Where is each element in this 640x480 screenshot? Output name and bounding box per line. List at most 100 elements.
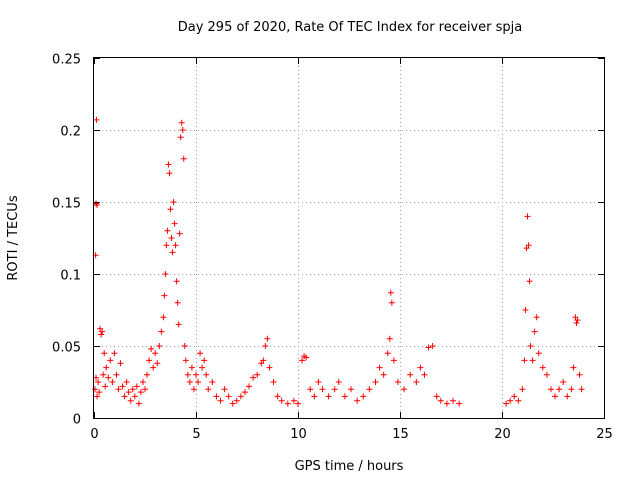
data-point bbox=[111, 350, 118, 357]
data-point bbox=[190, 386, 197, 393]
data-point bbox=[529, 357, 536, 364]
data-point bbox=[578, 386, 585, 393]
data-point bbox=[525, 242, 532, 249]
data-point bbox=[93, 374, 100, 381]
data-point bbox=[169, 249, 176, 256]
data-point bbox=[348, 386, 355, 393]
y-tick-label: 0.2 bbox=[60, 125, 81, 140]
data-point bbox=[443, 400, 450, 407]
data-point bbox=[556, 386, 563, 393]
data-point bbox=[543, 371, 550, 378]
data-point bbox=[573, 319, 580, 326]
data-point bbox=[176, 230, 183, 237]
y-tick-label: 0.15 bbox=[52, 197, 81, 212]
data-point bbox=[388, 299, 395, 306]
data-point bbox=[193, 371, 199, 378]
data-point bbox=[421, 371, 428, 378]
y-tick-label: 0.25 bbox=[52, 53, 81, 68]
data-point bbox=[180, 155, 187, 162]
data-point bbox=[533, 314, 540, 321]
data-point bbox=[290, 397, 297, 404]
data-point bbox=[173, 278, 180, 285]
data-point bbox=[117, 360, 124, 367]
data-point bbox=[560, 379, 567, 385]
data-point bbox=[121, 393, 128, 400]
data-point bbox=[129, 386, 136, 393]
data-point bbox=[307, 386, 314, 393]
data-point bbox=[109, 379, 116, 385]
data-point bbox=[270, 379, 277, 385]
y-axis-label: ROTI / TECUs bbox=[6, 195, 21, 280]
data-point bbox=[237, 393, 244, 400]
data-point bbox=[295, 400, 301, 407]
data-point bbox=[450, 397, 457, 404]
data-point bbox=[303, 354, 310, 361]
data-point bbox=[150, 364, 157, 371]
data-point bbox=[315, 379, 322, 385]
data-point bbox=[164, 227, 171, 234]
data-point bbox=[401, 386, 408, 393]
data-point bbox=[250, 374, 257, 381]
data-point bbox=[92, 386, 99, 393]
data-point bbox=[139, 379, 146, 385]
data-point bbox=[93, 200, 100, 207]
data-point bbox=[125, 389, 132, 396]
data-point bbox=[101, 350, 108, 357]
data-point bbox=[93, 116, 100, 123]
data-point bbox=[171, 220, 178, 227]
y-tick-label: 0.05 bbox=[52, 341, 81, 356]
data-point bbox=[366, 386, 373, 393]
data-point bbox=[376, 364, 383, 371]
data-point bbox=[201, 357, 208, 364]
data-point bbox=[519, 386, 526, 393]
data-point bbox=[254, 371, 261, 378]
data-point bbox=[158, 328, 165, 335]
x-tick-label: 0 bbox=[90, 427, 98, 442]
data-point bbox=[203, 371, 210, 378]
data-point bbox=[507, 397, 514, 404]
data-point bbox=[278, 397, 285, 404]
data-point bbox=[331, 386, 338, 393]
data-point bbox=[102, 383, 109, 390]
data-point bbox=[335, 379, 342, 385]
data-point bbox=[552, 393, 559, 400]
axis-ticks: 0 5 10 15 20 25 0 0.05 0.1 0.15 0.2 0.25 bbox=[52, 53, 613, 443]
data-point bbox=[98, 331, 105, 338]
data-point bbox=[127, 397, 134, 404]
data-point bbox=[154, 360, 161, 367]
data-point bbox=[407, 371, 414, 378]
data-point bbox=[221, 386, 228, 393]
data-point bbox=[233, 397, 240, 404]
data-point bbox=[264, 335, 271, 342]
data-point bbox=[521, 357, 528, 364]
data-point bbox=[146, 357, 153, 364]
data-point bbox=[213, 393, 220, 400]
data-point bbox=[166, 170, 173, 177]
data-points bbox=[92, 116, 585, 407]
data-point bbox=[260, 357, 267, 364]
data-point bbox=[137, 389, 144, 396]
data-point bbox=[539, 364, 546, 371]
data-point bbox=[174, 299, 181, 306]
data-point bbox=[99, 328, 106, 335]
data-point bbox=[386, 335, 393, 342]
data-point bbox=[119, 383, 126, 390]
data-point bbox=[177, 134, 184, 141]
data-point bbox=[107, 357, 114, 364]
x-tick-label: 10 bbox=[290, 427, 307, 442]
data-point bbox=[195, 379, 202, 385]
data-point bbox=[319, 386, 326, 393]
data-point bbox=[172, 242, 179, 249]
data-point bbox=[311, 393, 318, 400]
data-point bbox=[199, 364, 206, 371]
grid bbox=[94, 58, 604, 418]
x-tick-label: 25 bbox=[596, 427, 613, 442]
data-point bbox=[515, 397, 522, 404]
data-point bbox=[394, 379, 401, 385]
data-point bbox=[95, 379, 102, 385]
data-point bbox=[160, 314, 167, 321]
data-point bbox=[184, 371, 191, 378]
data-point bbox=[284, 400, 291, 407]
data-point bbox=[576, 371, 583, 378]
